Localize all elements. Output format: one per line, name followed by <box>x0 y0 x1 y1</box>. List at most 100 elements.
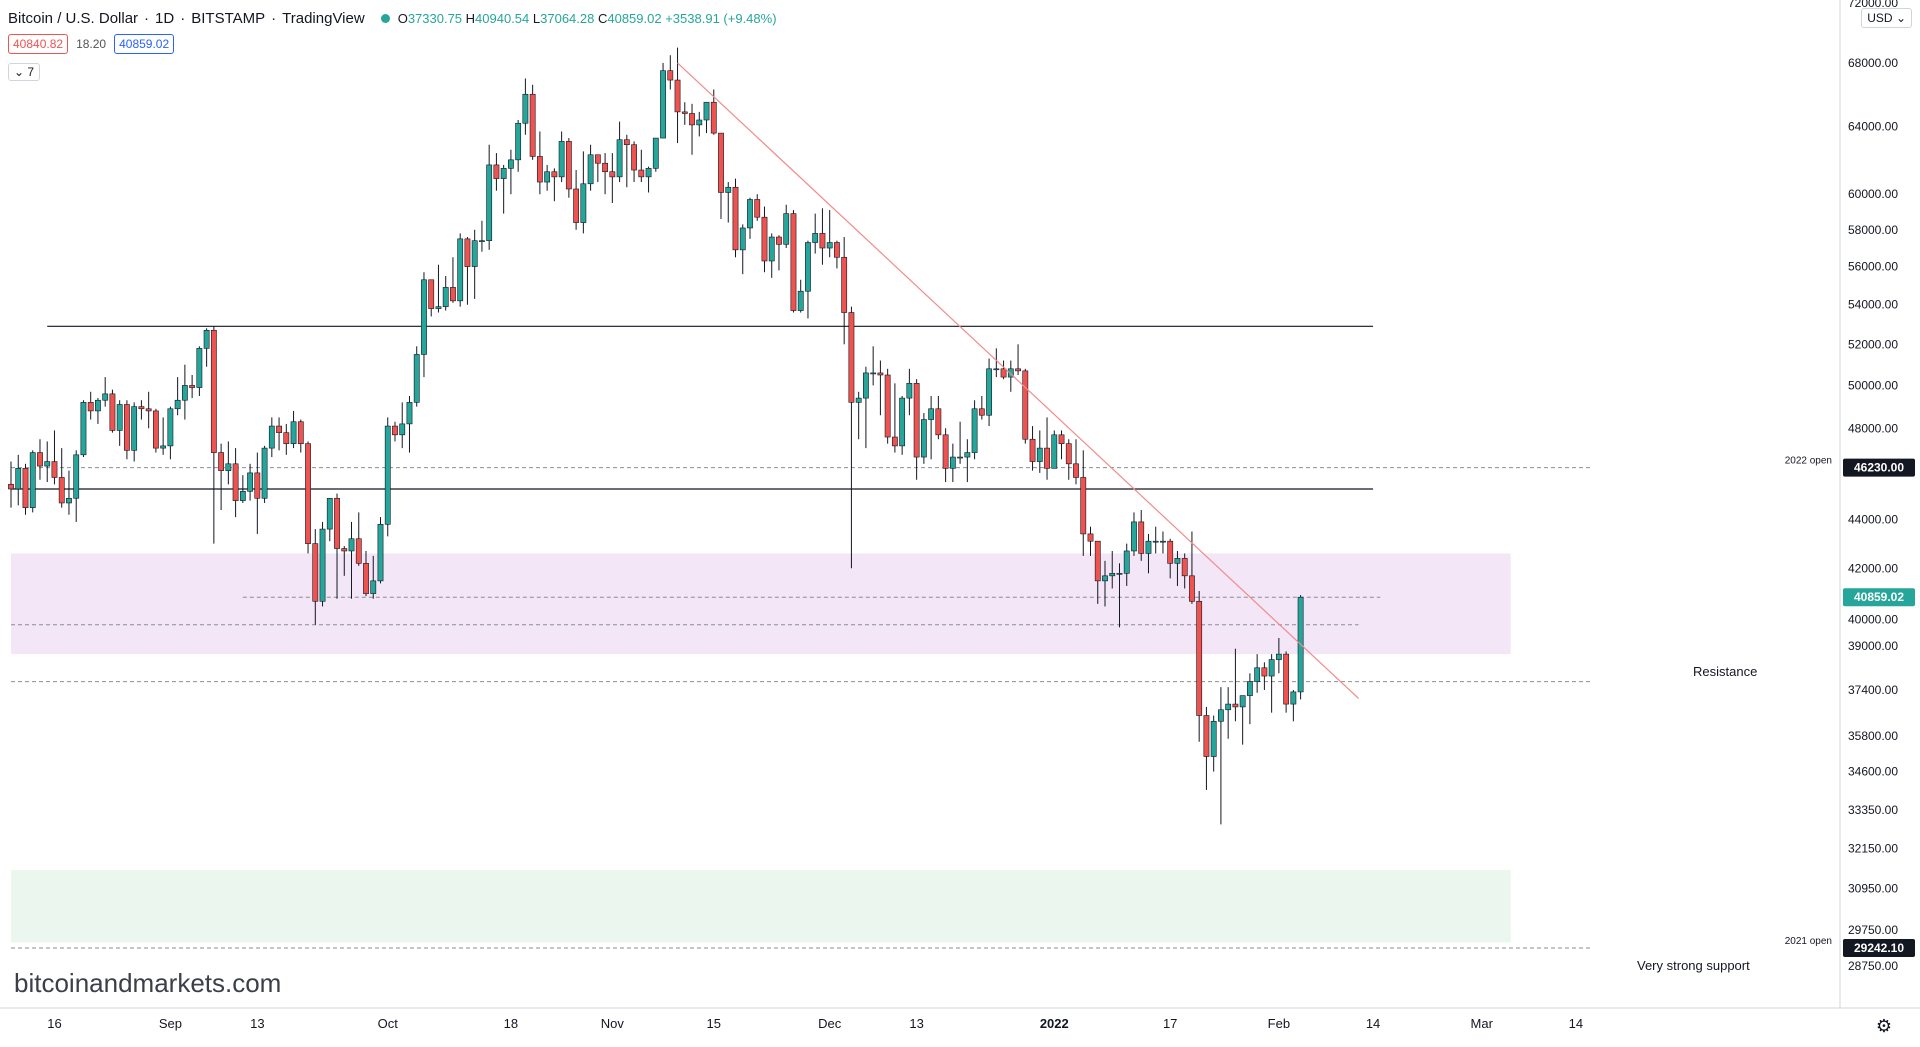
candle <box>964 439 971 483</box>
candle-body <box>826 242 833 249</box>
candle-body <box>812 233 819 243</box>
candle <box>370 555 377 599</box>
candle <box>1087 526 1094 556</box>
change-value: +3538.91 (+9.48%) <box>665 10 777 26</box>
candle <box>1167 538 1174 579</box>
price-tick-label: 28750.00 <box>1848 959 1898 973</box>
gear-icon[interactable]: ⚙ <box>1875 1016 1892 1036</box>
candle-body <box>689 113 695 126</box>
candle-body <box>109 393 116 431</box>
candle-body <box>87 402 94 412</box>
candle <box>971 400 978 460</box>
candle <box>254 452 261 534</box>
candle <box>942 428 949 483</box>
candle <box>739 224 746 275</box>
price-label-note: 2022 open <box>1785 456 1832 467</box>
candle <box>645 166 652 193</box>
interval-label[interactable]: 1D <box>155 9 175 27</box>
candle-body <box>863 372 869 399</box>
currency-select[interactable]: USD ⌄ <box>1861 8 1912 28</box>
candle-body <box>442 287 449 307</box>
price-tick-label: 30950.00 <box>1848 882 1898 896</box>
candle <box>1232 648 1239 722</box>
symbol-name[interactable]: Bitcoin / U.S. Dollar <box>8 9 139 27</box>
candle-body <box>58 477 65 504</box>
candle-body <box>949 456 956 469</box>
candle-body <box>1203 715 1210 757</box>
candle-body <box>1152 540 1159 543</box>
candle-body <box>1094 540 1101 582</box>
candle-body <box>899 397 906 447</box>
candle <box>500 164 507 214</box>
candle <box>1007 360 1014 392</box>
candle <box>558 131 565 183</box>
candle <box>261 445 268 503</box>
candle-body <box>565 141 572 190</box>
candle <box>1044 417 1050 480</box>
candle <box>667 55 674 90</box>
candle <box>515 119 522 172</box>
candle <box>783 204 790 249</box>
candle <box>1138 510 1145 561</box>
candle-body <box>1275 653 1282 660</box>
candle <box>1181 553 1188 589</box>
candle <box>479 220 485 252</box>
candle-body <box>276 425 282 433</box>
candle-body <box>754 199 761 218</box>
candle <box>51 430 58 485</box>
trendline-layer <box>677 62 1359 699</box>
price-tick-label: 39000.00 <box>1848 639 1898 653</box>
zone-support <box>11 870 1511 943</box>
candle <box>1246 673 1253 725</box>
candle-body <box>957 456 963 459</box>
buy-button[interactable]: 40859.02 <box>114 34 175 54</box>
candle-body <box>435 306 442 309</box>
candle-body <box>884 374 891 438</box>
price-tick-label: 42000.00 <box>1848 561 1898 575</box>
indicators-toggle[interactable]: ⌄ 7 <box>8 63 41 81</box>
candle-body <box>1000 368 1007 378</box>
candle-body <box>428 279 435 309</box>
candle <box>863 366 869 449</box>
candle-body <box>268 425 275 449</box>
candle-body <box>51 461 58 478</box>
candle-body <box>696 119 703 126</box>
support-label: Very strong support <box>1637 958 1750 973</box>
candle-body <box>768 236 775 262</box>
candle <box>334 493 340 599</box>
candle-body <box>1123 550 1130 574</box>
candle <box>305 441 311 554</box>
candle-body <box>1058 434 1065 444</box>
chevron-down-icon: ⌄ <box>14 65 25 79</box>
time-tick-label: 13 <box>909 1016 923 1031</box>
candle <box>689 103 695 155</box>
candle-body <box>189 385 196 388</box>
candle <box>210 326 217 544</box>
candle <box>1073 439 1079 485</box>
candle <box>1058 430 1065 460</box>
currency-value: USD <box>1867 11 1893 25</box>
price-tick-label: 35800.00 <box>1848 729 1898 743</box>
candle <box>203 328 210 367</box>
candle-body <box>681 111 688 114</box>
candle-body <box>167 408 174 447</box>
candle-body <box>558 141 565 178</box>
sell-button[interactable]: 40840.82 <box>8 34 69 54</box>
candle <box>573 170 580 230</box>
candle <box>1275 637 1282 674</box>
candle-body <box>464 238 471 267</box>
candle <box>1225 687 1232 739</box>
trendline <box>677 62 1359 699</box>
candle-body <box>805 242 811 292</box>
candle-body <box>1254 667 1261 682</box>
candle <box>790 210 797 313</box>
candle <box>58 448 65 508</box>
time-axis: 16 Sep 13 Oct 18 Nov 15 Dec 13 2022 17 Feb 14 Mar 14 <box>0 1007 1920 1047</box>
price-label-text: 46230.00 <box>1854 461 1904 475</box>
candle <box>464 237 471 305</box>
candle-body <box>660 70 666 139</box>
time-axis-bg <box>0 1008 1920 1047</box>
time-tick-label: Mar <box>1471 1016 1494 1031</box>
candle-body <box>1065 443 1072 465</box>
